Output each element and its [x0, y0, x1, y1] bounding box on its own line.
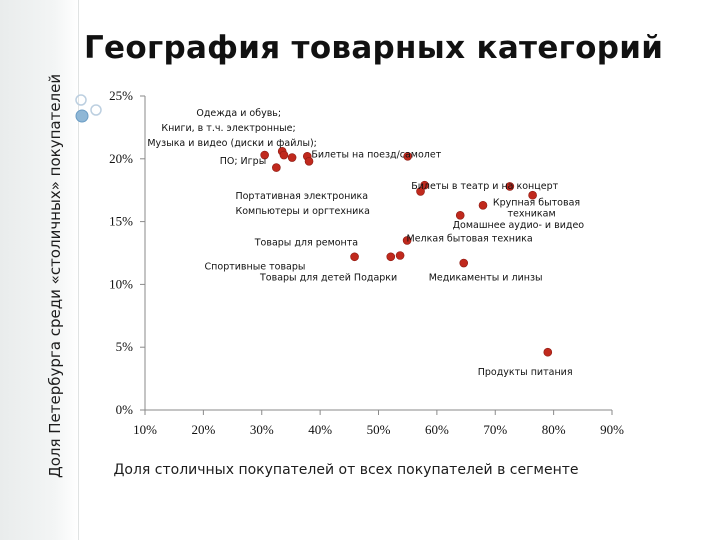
- point-labels: Одежда и обувь; Книги, в т.ч. электронные…: [147, 108, 584, 378]
- data-point: [420, 180, 429, 190]
- data-point: [279, 150, 289, 160]
- point-annotation: ПО; Игры: [220, 156, 266, 167]
- point-annotation: техникам: [508, 209, 556, 220]
- data-points: [260, 146, 553, 357]
- y-tick-label: 20%: [109, 151, 133, 166]
- data-point: [416, 187, 425, 196]
- x-tick-label: 20%: [191, 422, 215, 437]
- data-point: [403, 151, 412, 161]
- point-annotation: Товары для ремонта: [254, 237, 358, 248]
- point-annotation: Домашнее аудио- и видео: [453, 220, 585, 231]
- x-tick-label: 70%: [483, 422, 507, 437]
- x-axis-label: Доля столичных покупателей от всех покуп…: [113, 462, 578, 478]
- point-annotation: Музыка и видео (диски и файлы);: [147, 138, 317, 149]
- y-tick-label: 0%: [116, 402, 134, 417]
- data-point: [505, 182, 515, 191]
- point-annotation: Компьютеры и оргтехника: [235, 206, 369, 217]
- data-point: [395, 251, 405, 260]
- data-point: [260, 150, 269, 160]
- x-tick-label: 10%: [133, 422, 157, 437]
- x-tick-label: 60%: [425, 422, 449, 437]
- data-point: [459, 258, 469, 268]
- point-annotation: Билеты на поезд/самолет: [311, 150, 441, 161]
- data-point: [402, 236, 412, 245]
- slide-title: География товарных категорий: [84, 30, 664, 66]
- point-annotation: Мелкая бытовая техника: [407, 234, 533, 245]
- point-annotation: Спортивные товары: [205, 261, 306, 272]
- point-annotation: Книги, в т.ч. электронные;: [161, 123, 295, 134]
- decorative-circles: [75, 94, 102, 123]
- point-annotation: Билеты в театр и на концерт: [411, 181, 558, 192]
- x-tick-label: 90%: [600, 422, 624, 437]
- data-point: [455, 211, 465, 220]
- data-point: [304, 157, 314, 166]
- x-axis-ticks: 10% 20% 30% 40% 50% 60% 70% 80% 90%: [133, 410, 624, 437]
- x-tick-label: 30%: [250, 422, 274, 437]
- x-tick-label: 80%: [542, 422, 566, 437]
- x-tick-label: 50%: [367, 422, 391, 437]
- y-tick-label: 25%: [109, 88, 133, 103]
- point-annotation: Крупная бытовая: [493, 197, 580, 208]
- data-point: [543, 347, 553, 357]
- point-annotation: Продукты питания: [478, 367, 573, 378]
- y-axis-ticks: 0% 5% 10% 15% 20% 25%: [109, 88, 145, 417]
- point-annotation: Медикаменты и линзы: [429, 273, 543, 284]
- y-tick-label: 15%: [109, 214, 133, 229]
- left-decorative-strip: [0, 0, 79, 540]
- point-annotation: Портативная электроника: [235, 191, 368, 202]
- data-point: [478, 200, 488, 210]
- y-tick-label: 10%: [109, 276, 133, 291]
- data-point: [287, 153, 297, 162]
- data-point: [528, 190, 537, 200]
- y-tick-label: 5%: [116, 339, 134, 354]
- point-annotation: Товары для детей Подарки: [259, 273, 397, 284]
- data-point: [386, 252, 396, 262]
- x-tick-label: 40%: [308, 422, 332, 437]
- data-point: [350, 252, 359, 262]
- point-annotation: Одежда и обувь;: [196, 108, 281, 119]
- data-point: [272, 163, 281, 172]
